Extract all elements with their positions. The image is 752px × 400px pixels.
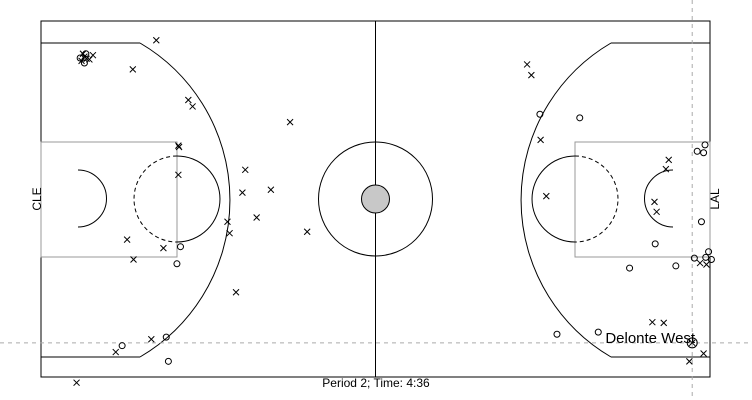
missed-shot-marker: [253, 214, 260, 221]
missed-shot-marker: [648, 318, 656, 326]
missed-shot-marker: [241, 166, 249, 174]
shot-markers: [73, 36, 715, 387]
missed-shot-marker: [224, 218, 231, 226]
made-shot-marker: [594, 328, 602, 336]
missed-shot-marker: [147, 335, 155, 343]
made-shot-marker: [173, 260, 181, 268]
missed-shot-marker: [651, 198, 658, 206]
missed-shot-marker: [232, 288, 240, 296]
missed-shot-marker: [239, 189, 246, 196]
made-shot-marker: [693, 147, 701, 155]
right-free-throw-arc-top: [531, 155, 576, 243]
missed-shot-marker: [660, 319, 668, 327]
missed-shot-marker: [175, 143, 183, 151]
missed-shot-marker: [152, 36, 160, 44]
highlighted-shot-marker: [686, 337, 698, 349]
missed-shot-marker: [686, 357, 693, 365]
center-circle-outer: [318, 141, 433, 257]
left-free-throw-arc-bottom: [133, 155, 178, 243]
left-team-label: CLE: [30, 187, 44, 210]
missed-shot-marker: [696, 259, 704, 267]
missed-shot-marker: [703, 261, 710, 268]
missed-shot-marker: [112, 348, 120, 356]
missed-shot-marker: [303, 228, 311, 236]
missed-shot-marker: [537, 136, 544, 144]
made-shot-marker: [705, 248, 713, 256]
made-shot-marker: [576, 114, 584, 122]
made-shot-marker: [672, 262, 680, 270]
left-restricted-arc: [77, 169, 107, 228]
right-three-point-arc: [520, 42, 612, 358]
made-shot-marker: [707, 256, 715, 264]
missed-shot-marker: [286, 118, 294, 126]
made-shot-marker: [176, 243, 184, 251]
missed-shot-marker: [130, 256, 137, 263]
made-shot-marker: [82, 50, 90, 58]
right-free-throw-arc-bottom: [574, 155, 619, 243]
center-circle-inner: [361, 184, 390, 214]
made-shot-marker: [118, 342, 126, 350]
made-shot-marker: [626, 264, 634, 272]
period-time-label: Period 2; Time: 4:36: [322, 376, 430, 390]
missed-shot-marker: [665, 156, 673, 164]
missed-shot-marker: [175, 142, 182, 149]
made-shot-marker: [76, 54, 84, 62]
right-team-label: LAL: [708, 188, 722, 210]
made-shot-marker: [690, 254, 698, 262]
missed-shot-marker: [688, 339, 696, 347]
made-shot-marker: [701, 141, 709, 149]
missed-shot-marker: [662, 165, 670, 173]
missed-shot-marker: [542, 192, 550, 200]
missed-shot-marker: [184, 96, 192, 104]
missed-shot-marker: [267, 186, 275, 194]
missed-shot-marker: [653, 208, 660, 216]
left-lane: [40, 141, 178, 258]
right-restricted-arc: [644, 169, 674, 228]
missed-shot-marker: [123, 236, 131, 243]
missed-shot-marker: [528, 71, 535, 79]
missed-shot-marker: [129, 66, 137, 73]
missed-shot-marker: [523, 61, 531, 68]
made-shot-marker: [536, 110, 544, 118]
made-shot-marker: [700, 149, 708, 157]
made-shot-marker: [164, 357, 172, 365]
court-lines: [40, 20, 711, 378]
made-shot-marker: [651, 240, 659, 248]
missed-shot-marker: [160, 244, 167, 252]
missed-shot-marker: [700, 350, 707, 357]
missed-shot-marker: [73, 379, 80, 387]
made-shot-marker: [162, 333, 170, 341]
left-three-point-arc: [139, 42, 231, 358]
right-lane: [574, 141, 711, 258]
missed-shot-marker: [189, 103, 196, 110]
missed-shot-marker: [175, 171, 182, 179]
made-shot-marker: [553, 330, 561, 338]
made-shot-marker: [697, 218, 705, 226]
highlighted-player-label: Delonte West: [605, 330, 696, 347]
left-free-throw-arc-top: [176, 155, 221, 243]
missed-shot-marker: [89, 51, 97, 59]
missed-shot-marker: [226, 229, 233, 237]
made-shot-marker: [80, 59, 88, 67]
